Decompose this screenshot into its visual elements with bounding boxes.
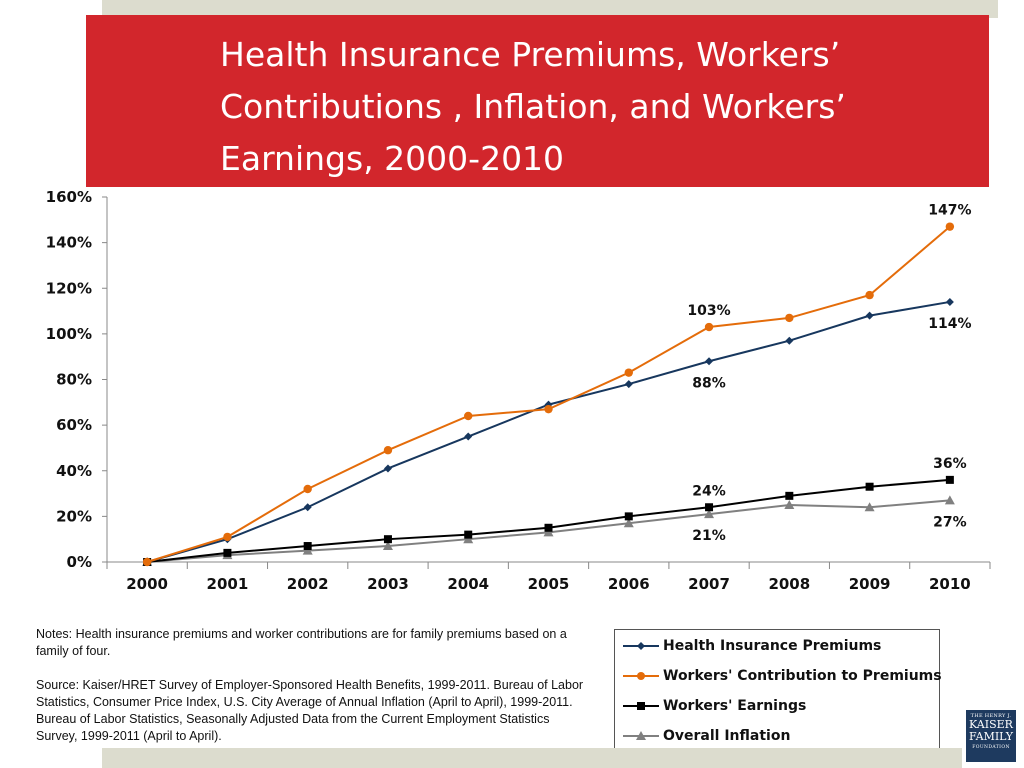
- logo-line-1: THE HENRY J.: [970, 713, 1012, 719]
- y-tick-label: 40%: [56, 462, 92, 480]
- data-point-workers-contribution-to-premiums: [945, 222, 955, 231]
- legend-label: Overall Inflation: [663, 728, 791, 744]
- x-tick-label: 2009: [849, 575, 891, 593]
- data-point-health-insurance-premiums: [464, 432, 473, 441]
- series-line-workers-earnings: [147, 478, 950, 563]
- data-point-overall-inflation: [543, 527, 554, 537]
- legend-item-overall-inflation: Overall Inflation: [623, 726, 790, 746]
- chart-legend: Health Insurance Premiums Workers' Contri…: [614, 629, 942, 751]
- data-point-workers-earnings: [223, 548, 232, 557]
- data-point-workers-earnings: [544, 523, 553, 532]
- x-tick-label: 2004: [447, 575, 489, 593]
- data-point-overall-inflation: [382, 541, 393, 551]
- bottom-decor-strip: [102, 748, 962, 768]
- y-tick-label: 120%: [46, 279, 92, 297]
- data-point-health-insurance-premiums: [785, 336, 794, 345]
- logo-line-4: FOUNDATION: [972, 745, 1010, 750]
- x-tick-label: 2001: [207, 575, 249, 593]
- data-point-health-insurance-premiums: [705, 357, 714, 366]
- data-point-overall-inflation: [864, 502, 875, 512]
- y-tick-label: 0%: [67, 553, 92, 571]
- data-point-workers-contribution-to-premiums: [223, 532, 232, 542]
- legend-label: Health Insurance Premiums: [663, 638, 882, 654]
- x-tick-label: 2000: [126, 575, 168, 593]
- data-point-workers-earnings: [464, 530, 473, 539]
- y-tick-label: 100%: [46, 325, 92, 343]
- data-label: 36%: [933, 456, 967, 472]
- legend-label: Workers' Contribution to Premiums: [663, 668, 942, 684]
- legend-swatch-workers-earnings: [623, 697, 663, 716]
- data-label: 114%: [928, 316, 971, 332]
- data-label: 103%: [687, 303, 730, 319]
- x-tick-label: 2002: [287, 575, 329, 593]
- data-point-workers-earnings: [865, 482, 874, 491]
- data-point-workers-earnings: [785, 491, 794, 500]
- data-point-workers-contribution-to-premiums: [544, 404, 553, 414]
- data-point-overall-inflation: [463, 534, 474, 544]
- source-text: Source: Kaiser/HRET Survey of Employer-S…: [36, 678, 584, 743]
- logo-line-3: FAMILY: [968, 730, 1014, 743]
- data-point-health-insurance-premiums: [945, 297, 954, 306]
- data-point-overall-inflation: [623, 518, 634, 528]
- data-point-workers-contribution-to-premiums: [624, 368, 633, 377]
- data-label: 21%: [692, 528, 726, 544]
- legend-label: Workers' Earnings: [663, 698, 807, 714]
- data-point-workers-contribution-to-premiums: [785, 313, 794, 323]
- title-banner: Health Insurance Premiums, Workers’ Cont…: [86, 15, 989, 187]
- data-label: 24%: [692, 483, 726, 499]
- data-point-health-insurance-premiums: [865, 311, 874, 320]
- data-point-workers-earnings: [624, 512, 633, 521]
- y-tick-label: 20%: [56, 507, 92, 525]
- x-tick-label: 2006: [608, 575, 650, 593]
- notes-text: Notes: Health insurance premiums and wor…: [36, 627, 567, 658]
- notes-block: Notes: Health insurance premiums and wor…: [36, 626, 584, 762]
- series-line-health-insurance-premiums: [146, 300, 951, 563]
- legend-swatch-health-insurance-premiums: [623, 637, 663, 656]
- data-point-workers-contribution-to-premiums: [303, 484, 312, 494]
- x-tick-label: 2003: [367, 575, 409, 593]
- logo-line-2: KAISER: [969, 718, 1013, 731]
- data-point-health-insurance-premiums: [303, 503, 312, 512]
- data-point-health-insurance-premiums: [383, 464, 392, 473]
- data-point-overall-inflation: [944, 495, 955, 505]
- x-tick-label: 2010: [929, 575, 971, 593]
- data-label: 88%: [692, 375, 726, 391]
- slide-title: Health Insurance Premiums, Workers’ Cont…: [220, 35, 846, 178]
- legend-item-workers-contribution-to-premiums: Workers' Contribution to Premiums: [623, 666, 942, 686]
- data-point-workers-contribution-to-premiums: [865, 290, 874, 300]
- data-point-workers-contribution-to-premiums: [704, 322, 714, 332]
- line-chart: 0% 20% 40% 60% 80% 100% 120% 140% 160% 2000 2001 20…: [46, 188, 991, 593]
- y-tick-label: 60%: [56, 416, 92, 434]
- y-tick-label: 160%: [46, 188, 92, 206]
- data-point-workers-contribution-to-premiums: [464, 411, 473, 421]
- data-point-health-insurance-premiums: [624, 380, 633, 389]
- data-point-overall-inflation: [704, 509, 715, 519]
- series-line-workers-contribution-to-premiums: [146, 225, 951, 563]
- data-point-overall-inflation: [302, 545, 313, 555]
- y-tick-label: 140%: [46, 234, 92, 252]
- y-tick-label: 80%: [56, 371, 92, 389]
- x-tick-label: 2007: [688, 575, 730, 593]
- data-point-workers-earnings: [383, 535, 392, 544]
- top-decor-strip: [102, 0, 998, 18]
- kaiser-family-foundation-logo: THE HENRY J. KAISER FAMILY FOUNDATION: [966, 710, 1016, 762]
- legend-item-health-insurance-premiums: Health Insurance Premiums: [623, 636, 881, 656]
- data-point-overall-inflation: [784, 499, 795, 509]
- legend-swatch-workers-contribution-to-premiums: [623, 667, 663, 686]
- data-point-workers-earnings: [705, 503, 714, 512]
- data-label: 27%: [933, 514, 967, 530]
- data-label: 147%: [928, 203, 971, 219]
- data-point-workers-earnings: [303, 542, 312, 551]
- legend-item-workers-earnings: Workers' Earnings: [623, 696, 806, 716]
- data-point-workers-contribution-to-premiums: [142, 557, 152, 567]
- data-point-workers-contribution-to-premiums: [383, 446, 393, 455]
- legend-swatch-overall-inflation: [623, 727, 663, 746]
- data-point-workers-earnings: [945, 475, 954, 484]
- x-tick-label: 2005: [528, 575, 570, 593]
- x-tick-label: 2008: [768, 575, 810, 593]
